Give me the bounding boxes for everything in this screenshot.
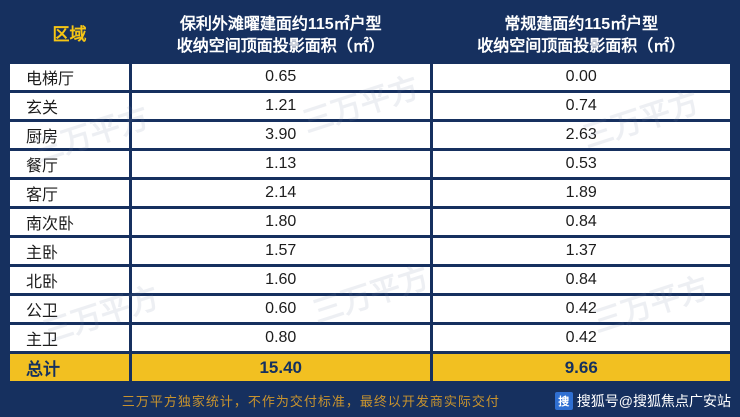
row-region: 餐厅 [7, 148, 132, 181]
total-label: 总计 [7, 351, 132, 385]
row-value-poly: 0.65 [129, 61, 433, 94]
sohu-account-text: 搜狐号@搜狐焦点广安站 [576, 392, 731, 409]
table-row: 主卧 1.57 1.37 [7, 235, 733, 268]
total-value-poly: 15.40 [129, 351, 433, 385]
sohu-logo-icon: 搜 [554, 391, 573, 410]
row-value-poly: 2.14 [129, 177, 433, 210]
table-row: 餐厅 1.13 0.53 [7, 148, 733, 181]
row-value-poly: 1.80 [129, 206, 433, 239]
total-value-regular: 9.66 [429, 351, 733, 385]
row-value-regular: 0.42 [429, 322, 733, 355]
row-region: 玄关 [7, 90, 132, 123]
header-regular-line1: 常规建面约115㎡户型 [504, 16, 659, 33]
row-region: 客厅 [7, 177, 132, 210]
row-value-regular: 1.89 [429, 177, 733, 210]
row-value-poly: 1.13 [129, 148, 433, 181]
table-row: 厨房 3.90 2.63 [7, 119, 733, 152]
disclaimer-text: 三万平方独家统计，不作为交付标准，最终以开发商实际交付 [121, 394, 500, 410]
table-image-frame: 区域 保利外滩曜建面约115㎡户型 收纳空间顶面投影面积（㎡） 常规建面约115… [7, 6, 733, 410]
row-value-poly: 0.80 [129, 322, 433, 355]
row-value-regular: 0.42 [429, 293, 733, 326]
row-value-regular: 0.84 [429, 206, 733, 239]
header-region: 区域 [7, 6, 132, 65]
header-poly-line2: 收纳空间顶面投影面积（㎡） [176, 37, 385, 55]
row-value-poly: 1.60 [129, 264, 433, 297]
storage-area-comparison-table: 区域 保利外滩曜建面约115㎡户型 收纳空间顶面投影面积（㎡） 常规建面约115… [7, 6, 733, 385]
row-value-poly: 1.57 [129, 235, 433, 268]
header-regular-unit: 常规建面约115㎡户型 收纳空间顶面投影面积（㎡） [429, 6, 733, 65]
header-poly-line1: 保利外滩曜建面约115㎡户型 [179, 16, 382, 33]
row-region: 南次卧 [7, 206, 132, 239]
row-region: 主卫 [7, 322, 132, 355]
row-value-regular: 0.53 [429, 148, 733, 181]
row-region: 北卧 [7, 264, 132, 297]
total-row: 总计 15.40 9.66 [7, 351, 733, 385]
table-row: 客厅 2.14 1.89 [7, 177, 733, 210]
row-region: 主卧 [7, 235, 132, 268]
row-value-regular: 0.00 [429, 61, 733, 94]
row-value-regular: 1.37 [429, 235, 733, 268]
table-row: 电梯厅 0.65 0.00 [7, 61, 733, 94]
table-row: 北卧 1.60 0.84 [7, 264, 733, 297]
row-value-regular: 2.63 [429, 119, 733, 152]
row-region: 电梯厅 [7, 61, 132, 94]
header-poly-unit: 保利外滩曜建面约115㎡户型 收纳空间顶面投影面积（㎡） [129, 6, 433, 65]
row-value-regular: 0.84 [429, 264, 733, 297]
row-value-poly: 3.90 [129, 119, 433, 152]
row-value-poly: 1.21 [129, 90, 433, 123]
header-regular-line2: 收纳空间顶面投影面积（㎡） [477, 37, 686, 55]
row-value-poly: 0.60 [129, 293, 433, 326]
row-region: 公卫 [7, 293, 132, 326]
row-region: 厨房 [7, 119, 132, 152]
row-value-regular: 0.74 [429, 90, 733, 123]
footer-bar: 三万平方独家统计，不作为交付标准，最终以开发商实际交付 搜 搜狐号@搜狐焦点广安… [7, 384, 733, 417]
table-row: 主卫 0.80 0.42 [7, 322, 733, 355]
table-row: 南次卧 1.80 0.84 [7, 206, 733, 239]
sohu-account-tag: 搜 搜狐号@搜狐焦点广安站 [554, 391, 733, 411]
header-row: 区域 保利外滩曜建面约115㎡户型 收纳空间顶面投影面积（㎡） 常规建面约115… [7, 6, 733, 65]
table-row: 玄关 1.21 0.74 [7, 90, 733, 123]
table-row: 公卫 0.60 0.42 [7, 293, 733, 326]
